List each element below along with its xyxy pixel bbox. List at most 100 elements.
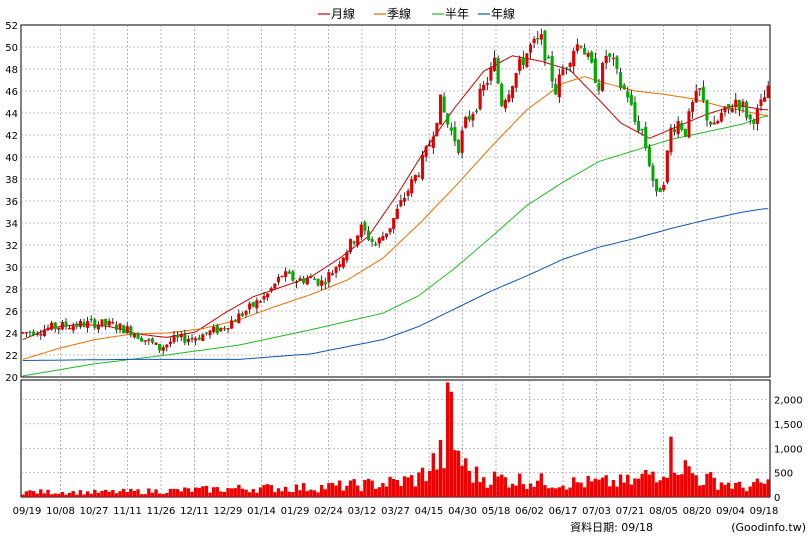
price-tick-label: 28 [5,285,18,296]
volume-bar [435,469,439,497]
candle-body [381,236,385,241]
candle-body [503,100,507,109]
volume-bar [373,488,378,497]
candle-body [226,328,230,330]
volume-bar [165,493,169,497]
volume-bar [597,479,601,497]
volume-bar [572,477,576,497]
x-tick-label: 08/20 [683,506,712,517]
candle-body [190,338,194,340]
candle-body [586,53,590,57]
volume-bar [111,489,115,497]
volume-bar [75,494,79,497]
candle-body [532,38,536,44]
volume-bar [35,493,39,497]
candle-body [316,278,320,286]
volume-bar [294,484,299,497]
candle-body [395,208,399,219]
candle-body [237,313,241,324]
candle-body [611,57,615,60]
volume-bar [121,488,126,497]
volume-tick-label: 1,000 [774,444,803,455]
volume-bar [543,485,547,497]
volume-bar [183,487,187,497]
volume-bar [568,487,572,497]
candle-body [284,271,288,277]
candle-body [377,237,381,244]
volume-bar [334,485,338,497]
candle-body [276,276,281,283]
volume-bar [157,493,162,497]
candle-body [338,264,342,267]
legend-label: 年線 [491,6,515,21]
volume-bar [766,479,770,497]
candle-body [287,271,291,274]
candle-body [748,114,752,120]
candle-body [705,100,709,121]
volume-bar [67,492,72,497]
x-tick-label: 04/15 [415,506,444,517]
candle-body [737,100,741,110]
volume-bar [698,485,702,497]
volume-bar [273,492,277,497]
volume-bar [608,486,612,497]
candle-body [687,111,691,138]
volume-bar [197,487,201,497]
x-tick-label: 09/04 [716,506,745,517]
candle-body [417,175,421,177]
candle-body [208,330,212,336]
candle-body [453,127,457,142]
candle-body [50,322,54,330]
legend-label: 月線 [331,6,355,21]
volume-bar [600,477,605,497]
volume-bar [633,478,637,497]
candle-body [176,335,180,338]
volume-bar [690,473,695,497]
candle-body [734,99,738,108]
volume-bar [590,481,594,497]
volume-bar [269,485,273,497]
volume-bar [521,484,526,497]
candle-body [93,319,97,328]
candle-body [518,58,522,71]
price-tick-label: 44 [5,109,18,120]
candle-body [712,122,716,125]
candle-body [341,257,345,268]
candle-body [698,88,702,90]
candle-body [82,322,86,327]
volume-bar [420,467,425,497]
candle-body [111,322,115,324]
candle-body [384,233,389,237]
ma-line-月線 [22,55,769,341]
volume-bar [42,493,47,497]
candle-body [89,318,93,321]
candle-body [100,319,104,326]
candle-body [680,122,684,130]
candle-body [658,187,662,193]
volume-bar [355,485,360,497]
candle-body [485,82,489,85]
x-tick-label: 12/11 [180,506,209,517]
candle-body [669,127,673,153]
volume-bar [701,484,706,497]
x-tick-label: 01/14 [247,506,276,517]
x-tick-label: 01/29 [281,506,310,517]
price-tick-label: 34 [5,219,18,230]
volume-bar [708,472,713,497]
candle-body [460,130,464,153]
volume-bar [129,488,133,497]
candle-body [327,272,331,283]
volume-bar [564,489,569,497]
volume-bar [219,491,223,497]
candle-body [323,282,327,285]
volume-bar [193,487,198,497]
candle-body [136,332,140,339]
volume-bar [251,489,255,497]
volume-bar [244,489,248,497]
candle-body [309,276,313,278]
candle-body [413,174,417,181]
candle-body [186,339,190,342]
volume-bar [550,487,554,497]
candle-body [57,327,61,330]
volume-bar [604,475,608,497]
